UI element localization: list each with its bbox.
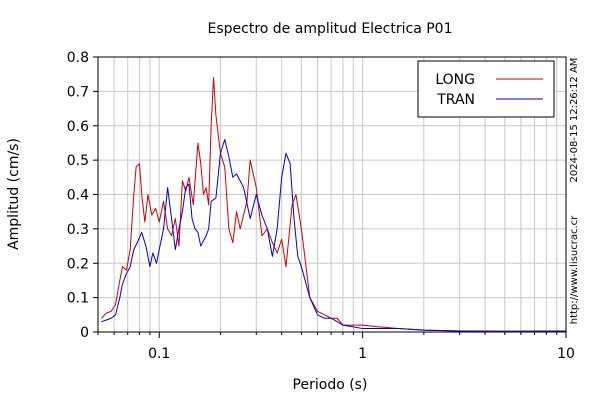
x-tick-label: 0.1: [148, 346, 170, 362]
legend-box: [417, 60, 555, 118]
legend-label-long: LONG: [435, 72, 475, 88]
y-tick-label: 0.7: [67, 84, 89, 100]
y-tick-label: 0.5: [67, 153, 89, 169]
legend-label-tran: TRAN: [436, 92, 475, 108]
series-line-tran: [101, 139, 567, 332]
y-axis-label: Amplitud (cm/s): [6, 138, 22, 250]
x-axis-ticks: 0.1 1 10: [97, 332, 575, 362]
x-axis-label: Periodo (s): [293, 377, 368, 393]
y-tick-label: 0.4: [67, 188, 89, 204]
website-label: http://www.lisucrac.cr: [569, 215, 580, 324]
y-tick-label: 0.2: [67, 256, 89, 272]
y-tick-label: 0.6: [67, 119, 89, 135]
x-tick-label: 1: [358, 346, 367, 362]
y-tick-label: 0: [80, 325, 89, 341]
legend: LONG TRAN: [417, 60, 555, 118]
timestamp-label: 2024-08-15 12:26:12 AM: [569, 58, 580, 183]
series-lines: [101, 77, 567, 332]
y-tick-label: 0.8: [67, 50, 89, 66]
y-axis-ticks: 0 0.1 0.2 0.3 0.4 0.5 0.6 0.7 0.8: [67, 50, 98, 341]
x-tick-label: 10: [557, 346, 575, 362]
chart-title: Espectro de amplitud Electrica P01: [208, 21, 453, 37]
y-tick-label: 0.1: [67, 291, 89, 307]
y-tick-label: 0.3: [67, 222, 89, 238]
